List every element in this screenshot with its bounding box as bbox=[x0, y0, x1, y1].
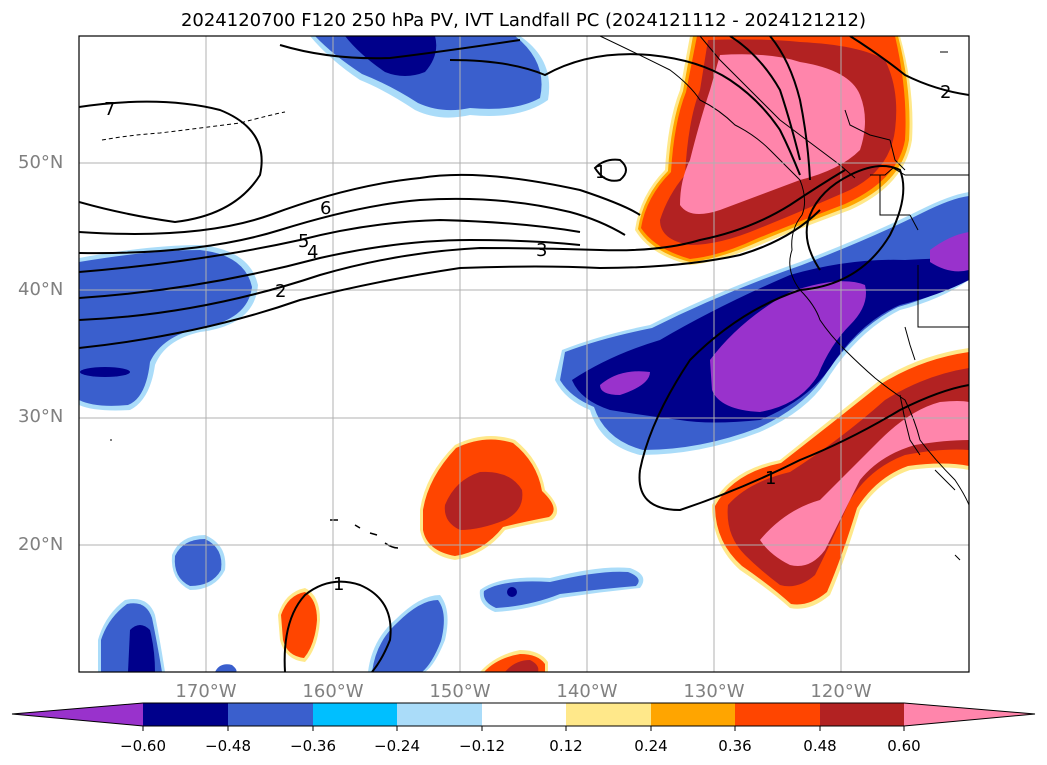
pv-contours bbox=[79, 36, 969, 672]
lat-label: 20°N bbox=[18, 534, 64, 555]
colorbar-tick-label: −0.24 bbox=[374, 737, 420, 755]
lon-label: 170°W bbox=[175, 681, 237, 702]
lon-label: 150°W bbox=[429, 681, 491, 702]
contour-label: 5 bbox=[298, 231, 309, 252]
lon-label: 140°W bbox=[556, 681, 618, 702]
contour-label: 1 bbox=[765, 468, 776, 489]
colorbar-tick-label: −0.36 bbox=[290, 737, 336, 755]
lon-label: 160°W bbox=[302, 681, 364, 702]
contour-label: 6 bbox=[320, 198, 331, 219]
colorbar bbox=[11, 702, 1036, 731]
colorbar-tick-label: 0.12 bbox=[549, 737, 583, 755]
colorbar-tick-label: 0.36 bbox=[718, 737, 752, 755]
colorbar-segment bbox=[482, 703, 566, 726]
colorbar-segment bbox=[904, 703, 1035, 726]
colorbar-tick-label: −0.60 bbox=[120, 737, 166, 755]
lon-label: 120°W bbox=[810, 681, 872, 702]
contour-label: 4 bbox=[307, 242, 318, 263]
lat-label: 30°N bbox=[18, 406, 64, 427]
colorbar-segment bbox=[228, 703, 313, 726]
colorbar-segment bbox=[651, 703, 735, 726]
lat-label: 50°N bbox=[18, 152, 64, 173]
colorbar-tick-label: −0.48 bbox=[205, 737, 251, 755]
lon-label: 130°W bbox=[683, 681, 745, 702]
colorbar-segment bbox=[143, 703, 228, 726]
contour-label: 1 bbox=[333, 574, 344, 595]
colorbar-tick-label: −0.12 bbox=[459, 737, 505, 755]
contour-label: 2 bbox=[940, 82, 951, 103]
colorbar-segment bbox=[313, 703, 397, 726]
lat-label: 40°N bbox=[18, 279, 64, 300]
colorbar-segment bbox=[820, 703, 904, 726]
colorbar-segment bbox=[397, 703, 482, 726]
contour-label: 7 bbox=[104, 99, 115, 120]
map-frame bbox=[78, 35, 970, 673]
contour-label: 3 bbox=[536, 240, 547, 261]
colorbar-segment bbox=[12, 703, 143, 726]
contour-label: 2 bbox=[275, 281, 286, 302]
contour-label: 1 bbox=[595, 162, 606, 183]
colorbar-tick-label: 0.24 bbox=[634, 737, 668, 755]
colorbar-segment bbox=[566, 703, 651, 726]
colorbar-segment bbox=[735, 703, 820, 726]
gridlines bbox=[79, 36, 969, 672]
map-plot-area: 7 6 5 4 3 2 1 2 1 1 bbox=[79, 36, 969, 672]
colorbar-tick-label: 0.60 bbox=[887, 737, 921, 755]
map-title: 2024120700 F120 250 hPa PV, IVT Landfall… bbox=[180, 10, 867, 31]
negative-anomaly-regions bbox=[79, 36, 969, 672]
colorbar-tick-label: 0.48 bbox=[803, 737, 837, 755]
contour-labels: 7 6 5 4 3 2 1 2 1 1 bbox=[104, 82, 951, 595]
